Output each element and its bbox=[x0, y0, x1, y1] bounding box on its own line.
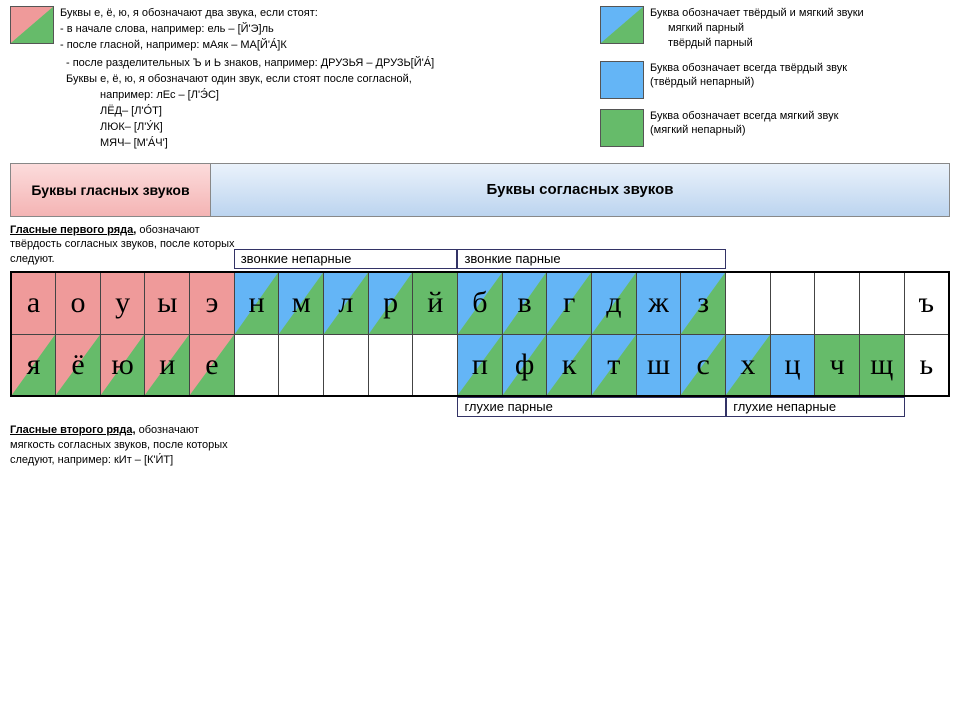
letter-cell: х bbox=[726, 335, 770, 396]
letter-cell: ы bbox=[145, 273, 189, 334]
letter-cell: у bbox=[101, 273, 145, 334]
letter-cell: д bbox=[592, 273, 636, 334]
swatch-pink-green bbox=[10, 6, 54, 44]
rule-line: - после гласной, например: мАяк – МА[Й'А… bbox=[60, 38, 318, 54]
letter-cell: ж bbox=[637, 273, 681, 334]
letter-cell: о bbox=[56, 273, 100, 334]
note-bottom: Гласные второго ряда, обозначают мягкост… bbox=[10, 423, 240, 468]
letter-cell: щ bbox=[860, 335, 904, 396]
letter-cell: с bbox=[681, 335, 725, 396]
cat-zvonkie-neparnye: звонкие непарные bbox=[234, 249, 458, 269]
rule-line: - после разделительных Ъ и Ь знаков, нап… bbox=[10, 56, 570, 72]
letter-cell: и bbox=[145, 335, 189, 396]
letter-cell bbox=[324, 335, 368, 396]
letter-cell: ъ bbox=[905, 273, 948, 334]
letter-cell: б bbox=[458, 273, 502, 334]
letter-cell: р bbox=[369, 273, 413, 334]
legend-text: мягкий парный bbox=[650, 21, 864, 36]
cat-glukhie-parnye: глухие парные bbox=[457, 397, 726, 417]
legend-text: (твёрдый непарный) bbox=[650, 75, 847, 90]
letter-cell: э bbox=[190, 273, 234, 334]
letter-cell: п bbox=[458, 335, 502, 396]
rules-block: Буквы е, ё, ю, я обозначают два звука, е… bbox=[10, 6, 570, 157]
letter-cell: т bbox=[592, 335, 636, 396]
letter-cell bbox=[815, 273, 859, 334]
legend-block: Буква обозначает твёрдый и мягкий звуки … bbox=[600, 6, 950, 157]
rule-line: например: лЕс – [Л'Э́С] bbox=[10, 88, 570, 104]
cat-zvonkie-parnye: звонкие парные bbox=[457, 249, 726, 269]
example: ЛЁД– [Л'О́Т] bbox=[10, 104, 570, 120]
rule-line: Буквы е, ё, ю, я обозначают два звука, е… bbox=[60, 6, 318, 22]
letter-cell bbox=[726, 273, 770, 334]
letter-cell: ё bbox=[56, 335, 100, 396]
cat-glukhie-neparnye: глухие непарные bbox=[726, 397, 905, 417]
heading-bar: Буквы гласных звуков Буквы согласных зву… bbox=[10, 163, 950, 217]
letter-cell: й bbox=[413, 273, 457, 334]
rule-line: - в начале слова, например: ель – [Й'Э]л… bbox=[60, 22, 318, 38]
letter-cell: н bbox=[235, 273, 279, 334]
letter-cell: з bbox=[681, 273, 725, 334]
letter-cell: л bbox=[324, 273, 368, 334]
letter-cell: а bbox=[12, 273, 55, 334]
example: ЛЮК– [Л'У́К] bbox=[10, 120, 570, 136]
letter-cell: ш bbox=[637, 335, 681, 396]
letter-cell bbox=[860, 273, 904, 334]
letter-cell: я bbox=[12, 335, 55, 396]
letter-cell bbox=[771, 273, 815, 334]
letter-cell bbox=[369, 335, 413, 396]
letter-cell: к bbox=[547, 335, 591, 396]
heading-vowels: Буквы гласных звуков bbox=[11, 164, 211, 216]
letter-cell: ц bbox=[771, 335, 815, 396]
letter-cell: ь bbox=[905, 335, 948, 396]
swatch-blue-green bbox=[600, 6, 644, 44]
letter-cell bbox=[235, 335, 279, 396]
letter-cell: ю bbox=[101, 335, 145, 396]
heading-consonants: Буквы согласных звуков bbox=[211, 164, 949, 216]
letter-cell: м bbox=[279, 273, 323, 334]
letter-cell: г bbox=[547, 273, 591, 334]
example: МЯЧ– [М'А́Ч'] bbox=[10, 136, 570, 152]
letter-cell: ч bbox=[815, 335, 859, 396]
legend-text: твёрдый парный bbox=[650, 36, 864, 51]
letter-grid: аоуыэнмлрйбвгджз ъ яёюие пфктшсхцчщь bbox=[10, 271, 950, 397]
legend-text: Буква обозначает всегда мягкий звук bbox=[650, 109, 838, 124]
letter-cell bbox=[279, 335, 323, 396]
letter-cell: ф bbox=[503, 335, 547, 396]
letter-cell bbox=[413, 335, 457, 396]
rule-line: Буквы е, ё, ю, я обозначают один звук, е… bbox=[10, 72, 570, 88]
legend-text: Буква обозначает всегда твёрдый звук bbox=[650, 61, 847, 76]
letter-cell: в bbox=[503, 273, 547, 334]
legend-text: Буква обозначает твёрдый и мягкий звуки bbox=[650, 6, 864, 21]
swatch-blue bbox=[600, 61, 644, 99]
legend-text: (мягкий непарный) bbox=[650, 123, 838, 138]
swatch-green bbox=[600, 109, 644, 147]
letter-cell: е bbox=[190, 335, 234, 396]
